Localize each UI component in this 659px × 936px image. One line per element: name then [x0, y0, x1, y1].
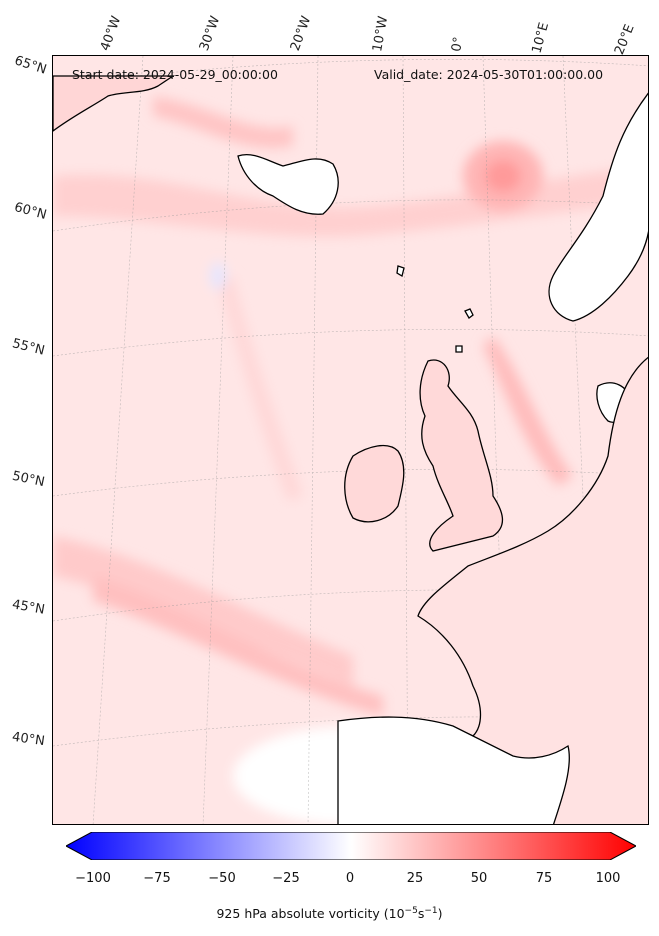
cbar-tick-neg25: −25 — [272, 871, 300, 886]
colorbar-label-suffix: ) — [437, 906, 443, 922]
lon-label-20e: 20°E — [612, 22, 638, 57]
cbar-tick-75: 75 — [535, 871, 553, 886]
colorbar-label-exp1: −5 — [404, 906, 418, 916]
lon-label-10e: 10°E — [529, 20, 553, 55]
lat-label-50n: 50°N — [10, 468, 46, 491]
cbar-tick-neg75: −75 — [143, 871, 171, 886]
lon-label-40w: 40°W — [97, 14, 125, 53]
cbar-tick-0: 0 — [345, 871, 355, 886]
cbar-tick-neg100: −100 — [75, 871, 111, 886]
cbar-tick-neg50: −50 — [208, 871, 236, 886]
coastlines — [53, 75, 648, 824]
lat-label-65n: 65°N — [12, 53, 49, 78]
lon-label-0: 0° — [449, 35, 467, 53]
colorbar-label: 925 hPa absolute vorticity (10−5s−1) — [0, 906, 659, 921]
start-date-label: Start date: 2024-05-29_00:00:00 — [72, 67, 278, 82]
lon-label-10w: 10°W — [370, 15, 392, 54]
colorbar-label-mid: s — [417, 906, 425, 922]
colorbar-label-exp2: −1 — [424, 906, 438, 916]
lon-label-30w: 30°W — [196, 14, 224, 53]
cbar-tick-50: 50 — [470, 871, 488, 886]
cbar-tick-100: 100 — [595, 871, 621, 886]
lat-label-60n: 60°N — [12, 200, 49, 223]
vorticity-map — [53, 56, 648, 824]
valid-date-label: Valid_date: 2024-05-30T01:00:00.00 — [374, 67, 604, 82]
lon-label-20w: 20°W — [287, 14, 315, 53]
cbar-tick-25: 25 — [406, 871, 424, 886]
colorbar-label-prefix: 925 hPa absolute vorticity (10 — [216, 906, 405, 922]
colorbar — [66, 832, 636, 860]
lat-label-45n: 45°N — [10, 597, 46, 618]
map-panel — [52, 55, 649, 825]
lat-label-55n: 55°N — [10, 336, 47, 359]
lat-label-40n: 40°N — [11, 729, 46, 750]
